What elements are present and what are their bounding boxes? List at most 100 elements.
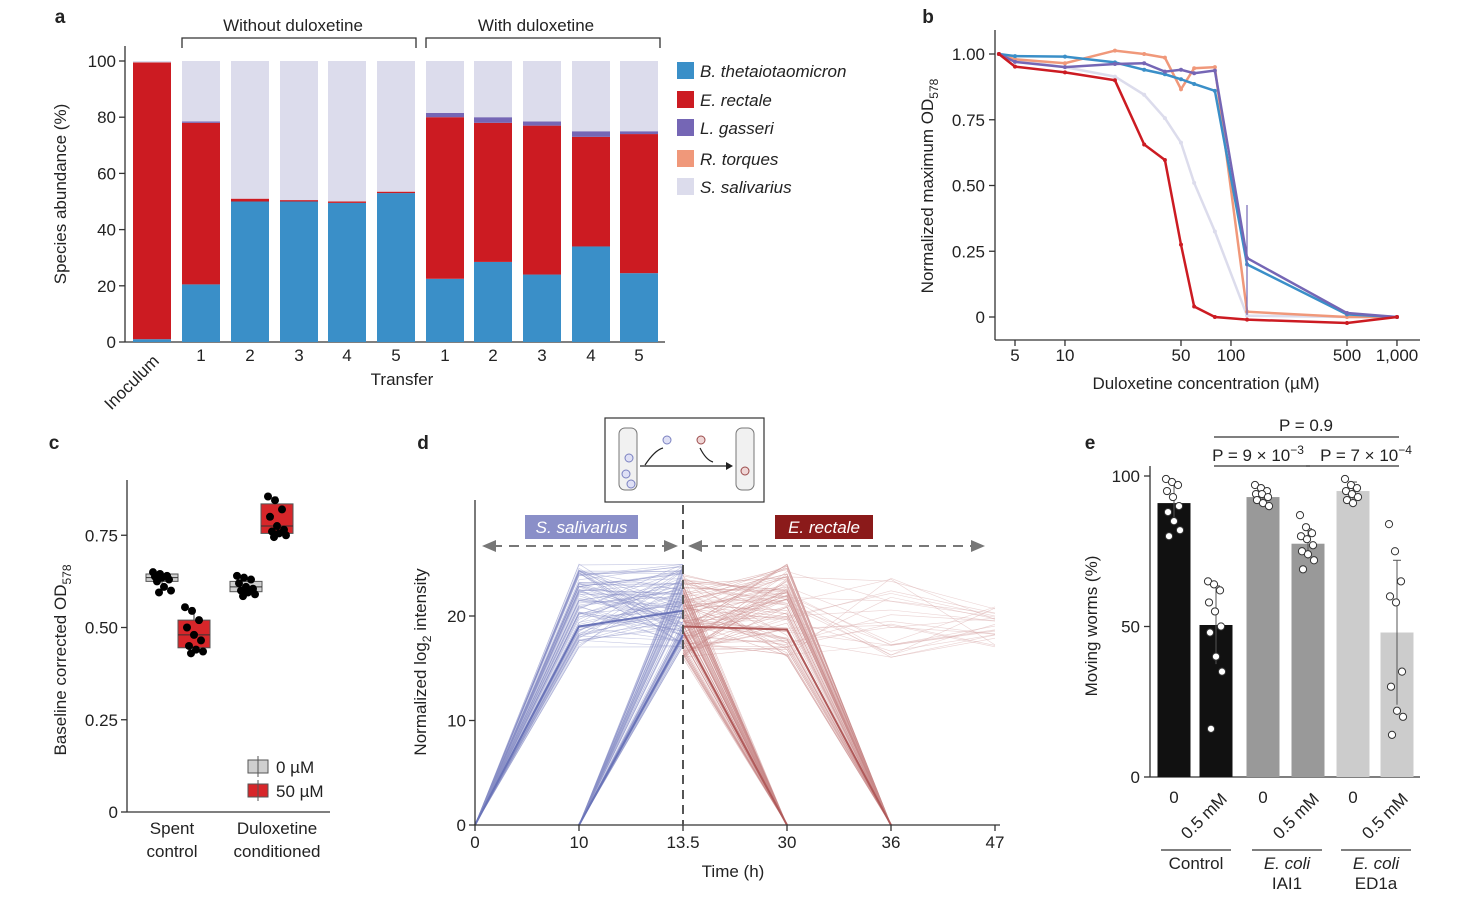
data-point: [1179, 140, 1183, 145]
trace-line: [474, 626, 684, 826]
trace-line: [682, 598, 996, 635]
data-point: [197, 636, 205, 645]
bar-segment-1: [523, 125, 561, 275]
y-tick-label: 0: [107, 333, 116, 352]
y-axis-label-main: Normalized maximum OD: [918, 99, 937, 294]
bar-segment-0: [328, 202, 366, 342]
trace-line: [474, 571, 684, 826]
data-point: [240, 573, 248, 582]
data-point: [1298, 565, 1308, 574]
data-point: [1211, 652, 1221, 661]
test-tube-icon: [735, 427, 755, 491]
data-point: [1345, 321, 1349, 326]
x-tick-label: conditioned: [234, 842, 321, 861]
box: [177, 619, 211, 649]
x-tick-label: 1: [440, 346, 449, 365]
y-tick-label: 1.00: [952, 45, 985, 64]
trace-line: [682, 617, 788, 826]
data-point: [183, 623, 191, 632]
data-point: [1192, 304, 1197, 309]
bar: [1291, 543, 1325, 777]
trace-line: [578, 592, 684, 826]
data-point: [1216, 622, 1226, 631]
data-point: [165, 575, 173, 584]
data-point: [1112, 61, 1117, 66]
data-point: [1162, 116, 1167, 121]
x-tick-label: 10: [1056, 346, 1075, 365]
panel-label: b: [922, 7, 934, 28]
trace-line: [682, 571, 996, 648]
data-point: [1385, 592, 1395, 601]
trace-line: [474, 597, 684, 826]
data-point: [1175, 526, 1185, 535]
panel-d-line: 0 10 20 0 10 13.5 30 36 47 S. salivarius E. rectal…: [411, 417, 1004, 881]
bar-segment-0: [133, 339, 171, 342]
y-tick-label: 0.75: [952, 111, 985, 130]
x-tick-label: 0.5 mM: [1269, 789, 1323, 843]
trace-line: [682, 647, 788, 826]
x-tick-label: 3: [537, 346, 546, 365]
panel-label: e: [1085, 433, 1096, 454]
x-tick-label: 100: [1217, 346, 1245, 365]
data-point: [190, 630, 198, 639]
group-label: With duloxetine: [478, 16, 594, 35]
phase-label-box: [775, 515, 873, 539]
data-point: [1179, 242, 1183, 247]
x-tick-label: Duloxetine: [237, 819, 317, 838]
x-tick-label: 36: [882, 833, 901, 852]
y-tick-label: 60: [97, 164, 116, 183]
trace-line: [474, 566, 684, 826]
y-tick-label: 0.75: [85, 526, 118, 545]
trace-line: [682, 578, 996, 646]
data-point: [239, 592, 247, 601]
data-point: [181, 603, 189, 612]
trace-line: [682, 606, 892, 826]
trace-line: [474, 606, 684, 826]
data-point: [1212, 65, 1217, 70]
trace-line: [682, 624, 996, 658]
trace-line: [474, 586, 684, 826]
bar-segment-4: [231, 61, 269, 199]
x-tick-label: 2: [245, 346, 254, 365]
data-point: [1302, 535, 1312, 544]
y-tick-label: 0: [109, 803, 118, 822]
x-tick-label: 13.5: [666, 833, 699, 852]
bar-segment-1: [328, 201, 366, 203]
trace-line: [474, 627, 684, 826]
data-point: [1179, 67, 1183, 72]
data-point: [195, 616, 203, 625]
box-2: [229, 571, 263, 601]
x-tick-label: 0.5 mM: [1177, 789, 1231, 843]
data-point: [1164, 532, 1174, 541]
group-bracket: [425, 37, 661, 48]
x-tick-label: 0: [1348, 788, 1357, 807]
data-point: [1112, 74, 1117, 79]
trace-line: [682, 593, 996, 618]
data-point: [278, 505, 286, 514]
data-point: [1168, 492, 1178, 502]
bar-segment-0: [620, 273, 658, 342]
y-tick-label: 40: [97, 221, 116, 240]
data-point: [160, 582, 168, 591]
bar-segment-1: [133, 62, 171, 340]
y-axis-label-end: intensity: [411, 568, 430, 636]
data-point: [1392, 706, 1402, 715]
bar-segment-4: [474, 61, 512, 118]
y-axis-label: Species abundance (%): [51, 104, 70, 285]
x-tick-label: 1,000: [1376, 346, 1419, 365]
panel-c-box: 0 0.25 0.50 0.75 Spent control Duloxetine condi…: [51, 480, 330, 861]
x-tick-label: 1: [196, 346, 205, 365]
data-point: [1390, 547, 1400, 556]
s-salivarius-cell-icon: [662, 435, 672, 445]
data-point: [1013, 64, 1017, 69]
x-tick-label: 2: [488, 346, 497, 365]
data-point: [1204, 598, 1214, 607]
data-point: [199, 647, 207, 656]
data-point: [1394, 315, 1399, 319]
data-point: [1142, 67, 1147, 72]
data-point: [1386, 682, 1396, 691]
x-tick-label: 4: [342, 346, 351, 365]
transfer-schematic: [604, 417, 765, 503]
x-tick-label: 0.5 mM: [1358, 789, 1412, 843]
